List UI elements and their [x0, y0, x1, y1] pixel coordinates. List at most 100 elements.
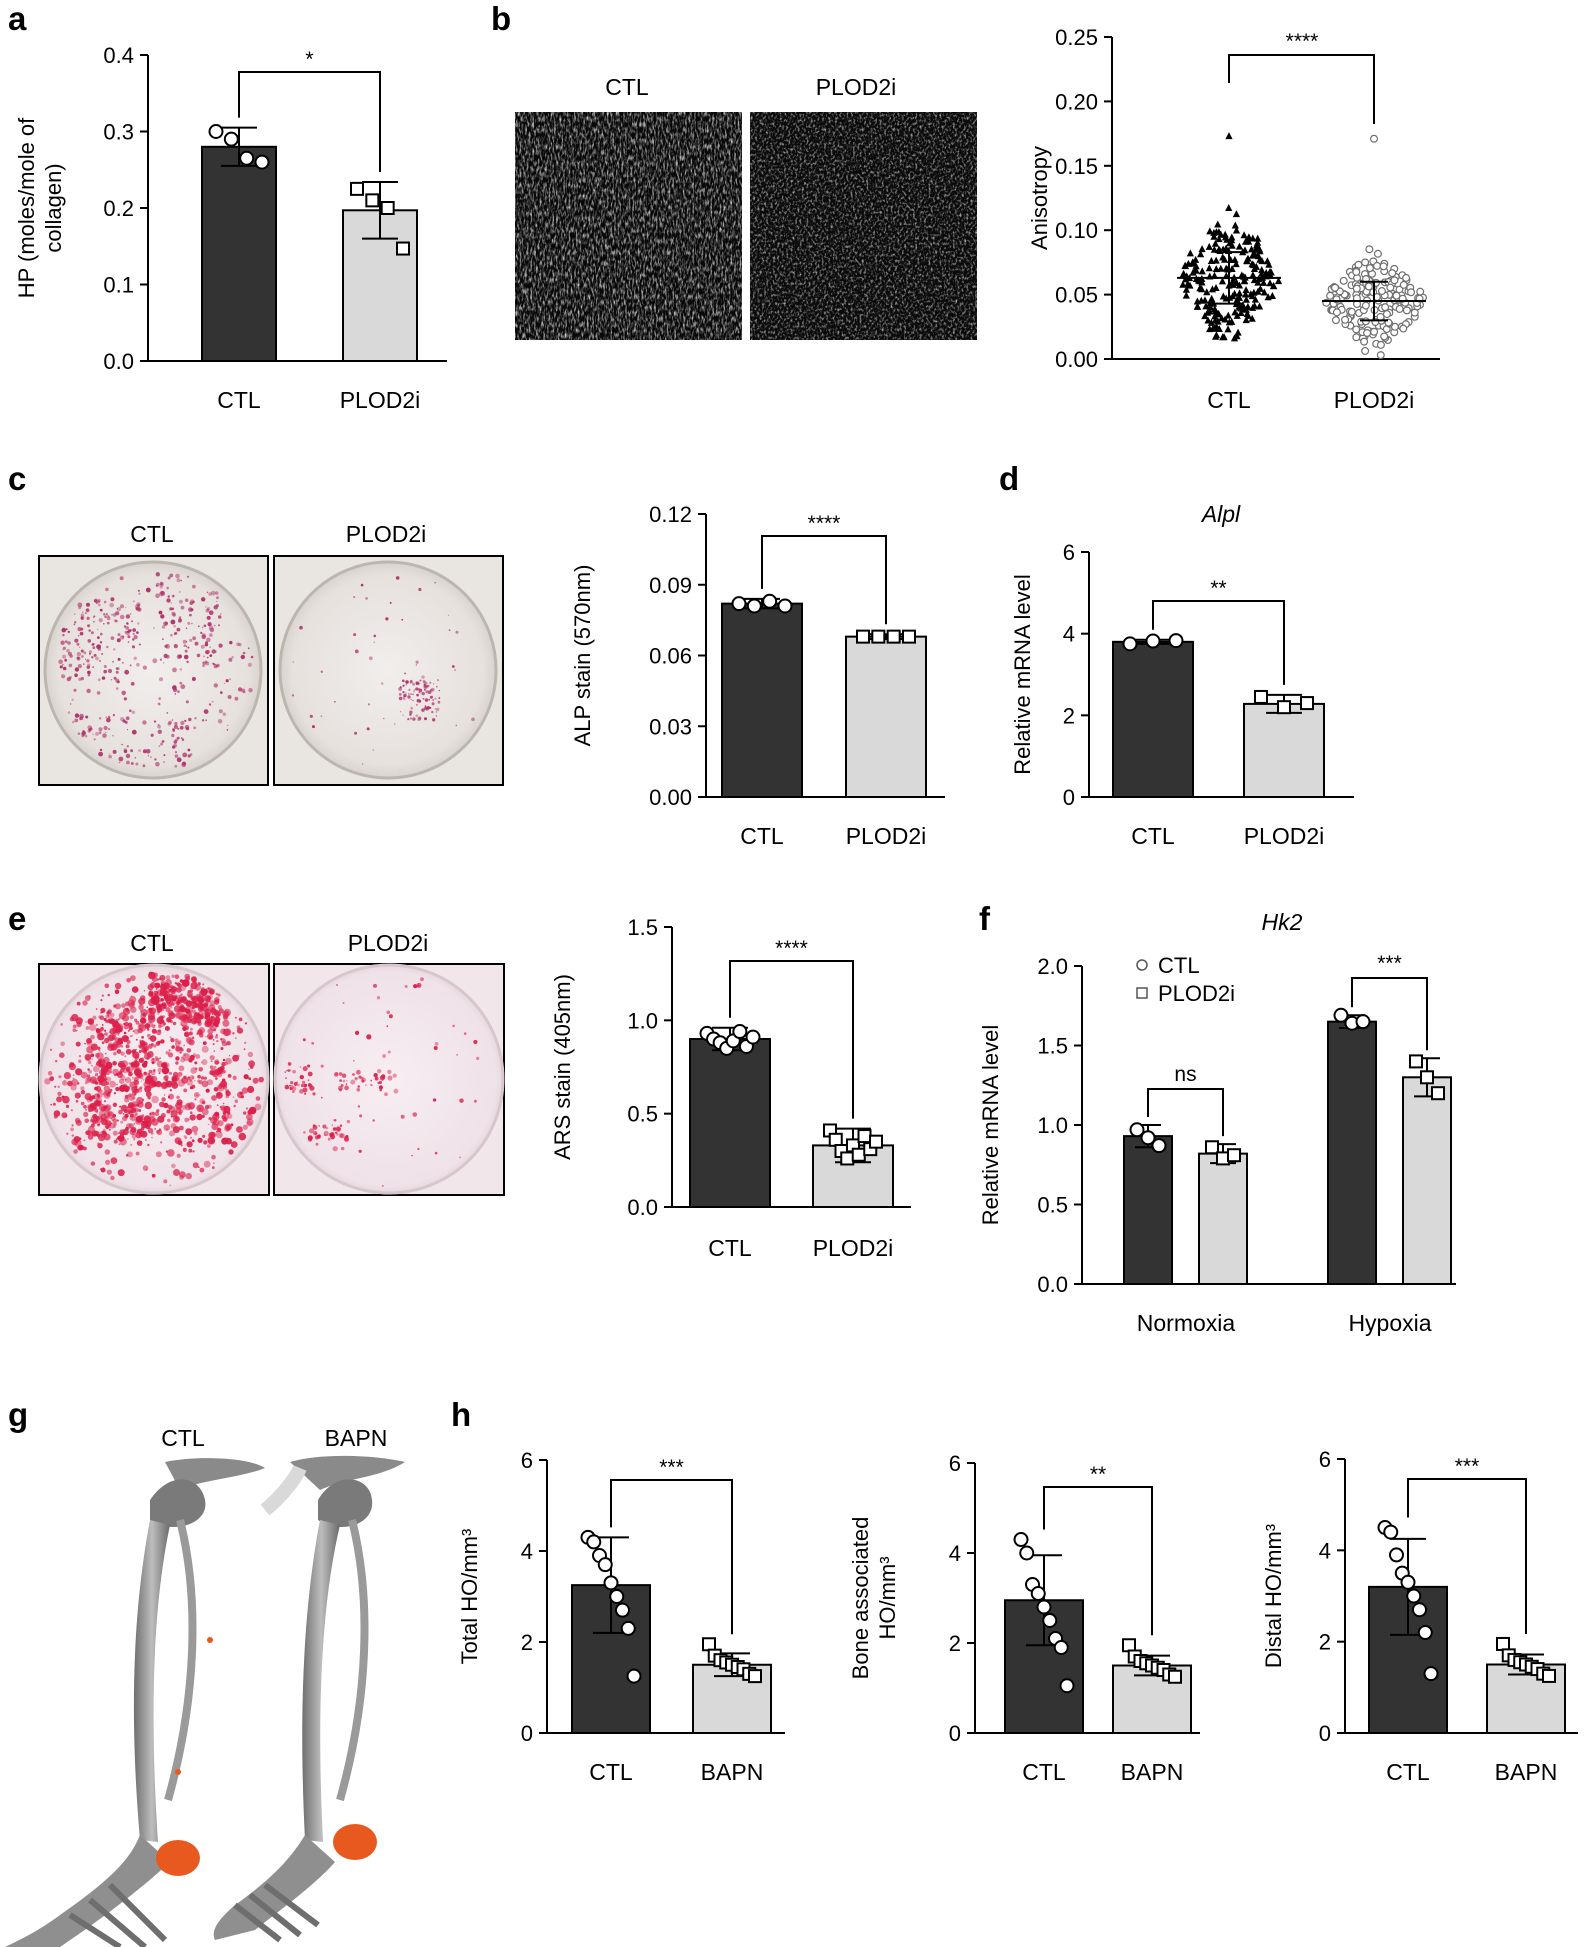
data-point	[1215, 325, 1223, 333]
stain-speck	[327, 1137, 331, 1141]
stain-speck	[211, 1166, 215, 1169]
stain-speck	[299, 1074, 304, 1080]
stain-speck	[144, 1120, 152, 1128]
category-label: PLOD2i	[846, 823, 927, 849]
stain-speck	[117, 1135, 122, 1141]
stain-speck	[87, 1068, 90, 1071]
significance-label: ***	[1377, 952, 1402, 975]
stain-speck	[434, 697, 437, 700]
stain-speck	[179, 681, 183, 685]
y-tick-label: 1.5	[627, 915, 658, 940]
stain-speck	[216, 1130, 218, 1133]
stain-speck	[65, 628, 68, 631]
data-point	[1250, 301, 1259, 309]
stain-speck	[124, 1021, 129, 1027]
stain-speck	[198, 1080, 203, 1085]
stain-speck	[112, 714, 115, 717]
stain-speck	[211, 1123, 219, 1131]
data-point	[1210, 232, 1218, 240]
stain-speck	[183, 654, 189, 660]
panel-label-e: e	[8, 900, 26, 937]
significance-bracket	[1351, 977, 1428, 1051]
stain-speck	[209, 633, 213, 637]
stain-speck	[138, 1004, 144, 1010]
stain-speck	[121, 1003, 126, 1008]
stain-speck	[60, 640, 65, 645]
stain-speck	[412, 717, 416, 721]
stain-speck	[96, 1092, 103, 1099]
stain-speck	[73, 613, 76, 615]
stain-speck	[113, 676, 117, 680]
stain-speck	[222, 1010, 230, 1018]
stain-speck	[123, 1083, 127, 1088]
stain-speck	[103, 669, 107, 674]
stain-speck	[60, 1023, 63, 1026]
stain-speck	[173, 724, 178, 729]
stain-speck	[112, 1102, 118, 1108]
data-point	[1182, 285, 1191, 293]
stain-speck	[108, 754, 112, 759]
stain-speck	[207, 996, 211, 1000]
stain-speck	[97, 1075, 105, 1083]
stain-speck	[184, 1031, 190, 1038]
stain-speck	[78, 1059, 82, 1063]
stain-speck	[339, 1124, 343, 1127]
category-label: CTL	[1386, 1759, 1430, 1785]
data-point	[1224, 325, 1232, 333]
data-point	[762, 593, 778, 609]
stain-speck	[127, 1105, 135, 1114]
stain-speck	[100, 1007, 106, 1013]
stain-speck	[191, 1125, 199, 1133]
stain-speck	[95, 656, 99, 661]
stain-speck	[133, 1079, 139, 1086]
stain-speck	[141, 1035, 145, 1039]
stain-speck	[85, 1108, 87, 1111]
stain-speck	[113, 1092, 117, 1095]
stain-speck	[138, 1023, 147, 1032]
stain-speck	[154, 758, 157, 761]
data-point	[1013, 1532, 1029, 1547]
data-point	[1202, 302, 1210, 310]
stain-speck	[201, 1045, 209, 1053]
stain-speck	[105, 731, 107, 734]
stain-speck	[184, 1103, 192, 1111]
stain-speck	[73, 623, 76, 626]
stain-speck	[168, 1012, 176, 1019]
stain-speck	[149, 1112, 152, 1115]
stain-speck	[160, 614, 165, 619]
stain-speck	[232, 1032, 235, 1035]
stain-speck	[75, 1041, 81, 1047]
data-point	[1254, 689, 1268, 704]
stain-speck	[174, 1137, 182, 1145]
y-axis-label: Anisotropy	[1027, 146, 1052, 250]
stain-speck	[148, 971, 156, 980]
stain-speck	[176, 627, 181, 632]
stain-speck	[160, 590, 165, 595]
stain-speck	[121, 1035, 129, 1043]
stain-speck	[69, 703, 72, 705]
data-point	[1243, 309, 1251, 317]
data-point	[1376, 340, 1385, 349]
stain-speck	[216, 1092, 221, 1097]
stain-speck	[405, 680, 409, 684]
stain-speck	[72, 1074, 75, 1077]
stain-speck	[333, 1072, 339, 1077]
stain-speck	[96, 1052, 104, 1060]
stain-speck	[203, 1140, 208, 1145]
stain-speck	[116, 1083, 118, 1086]
stain-speck	[67, 711, 71, 714]
stain-speck	[92, 1015, 97, 1020]
stain-speck	[216, 663, 220, 668]
stain-speck	[151, 1111, 155, 1115]
stain-speck	[423, 681, 426, 684]
stain-speck	[81, 655, 84, 658]
stain-speck	[151, 1118, 159, 1126]
stain-speck	[126, 1106, 129, 1109]
stain-speck	[184, 719, 187, 722]
stain-speck	[217, 719, 223, 724]
stain-speck	[179, 668, 182, 671]
stain-speck	[226, 729, 229, 731]
